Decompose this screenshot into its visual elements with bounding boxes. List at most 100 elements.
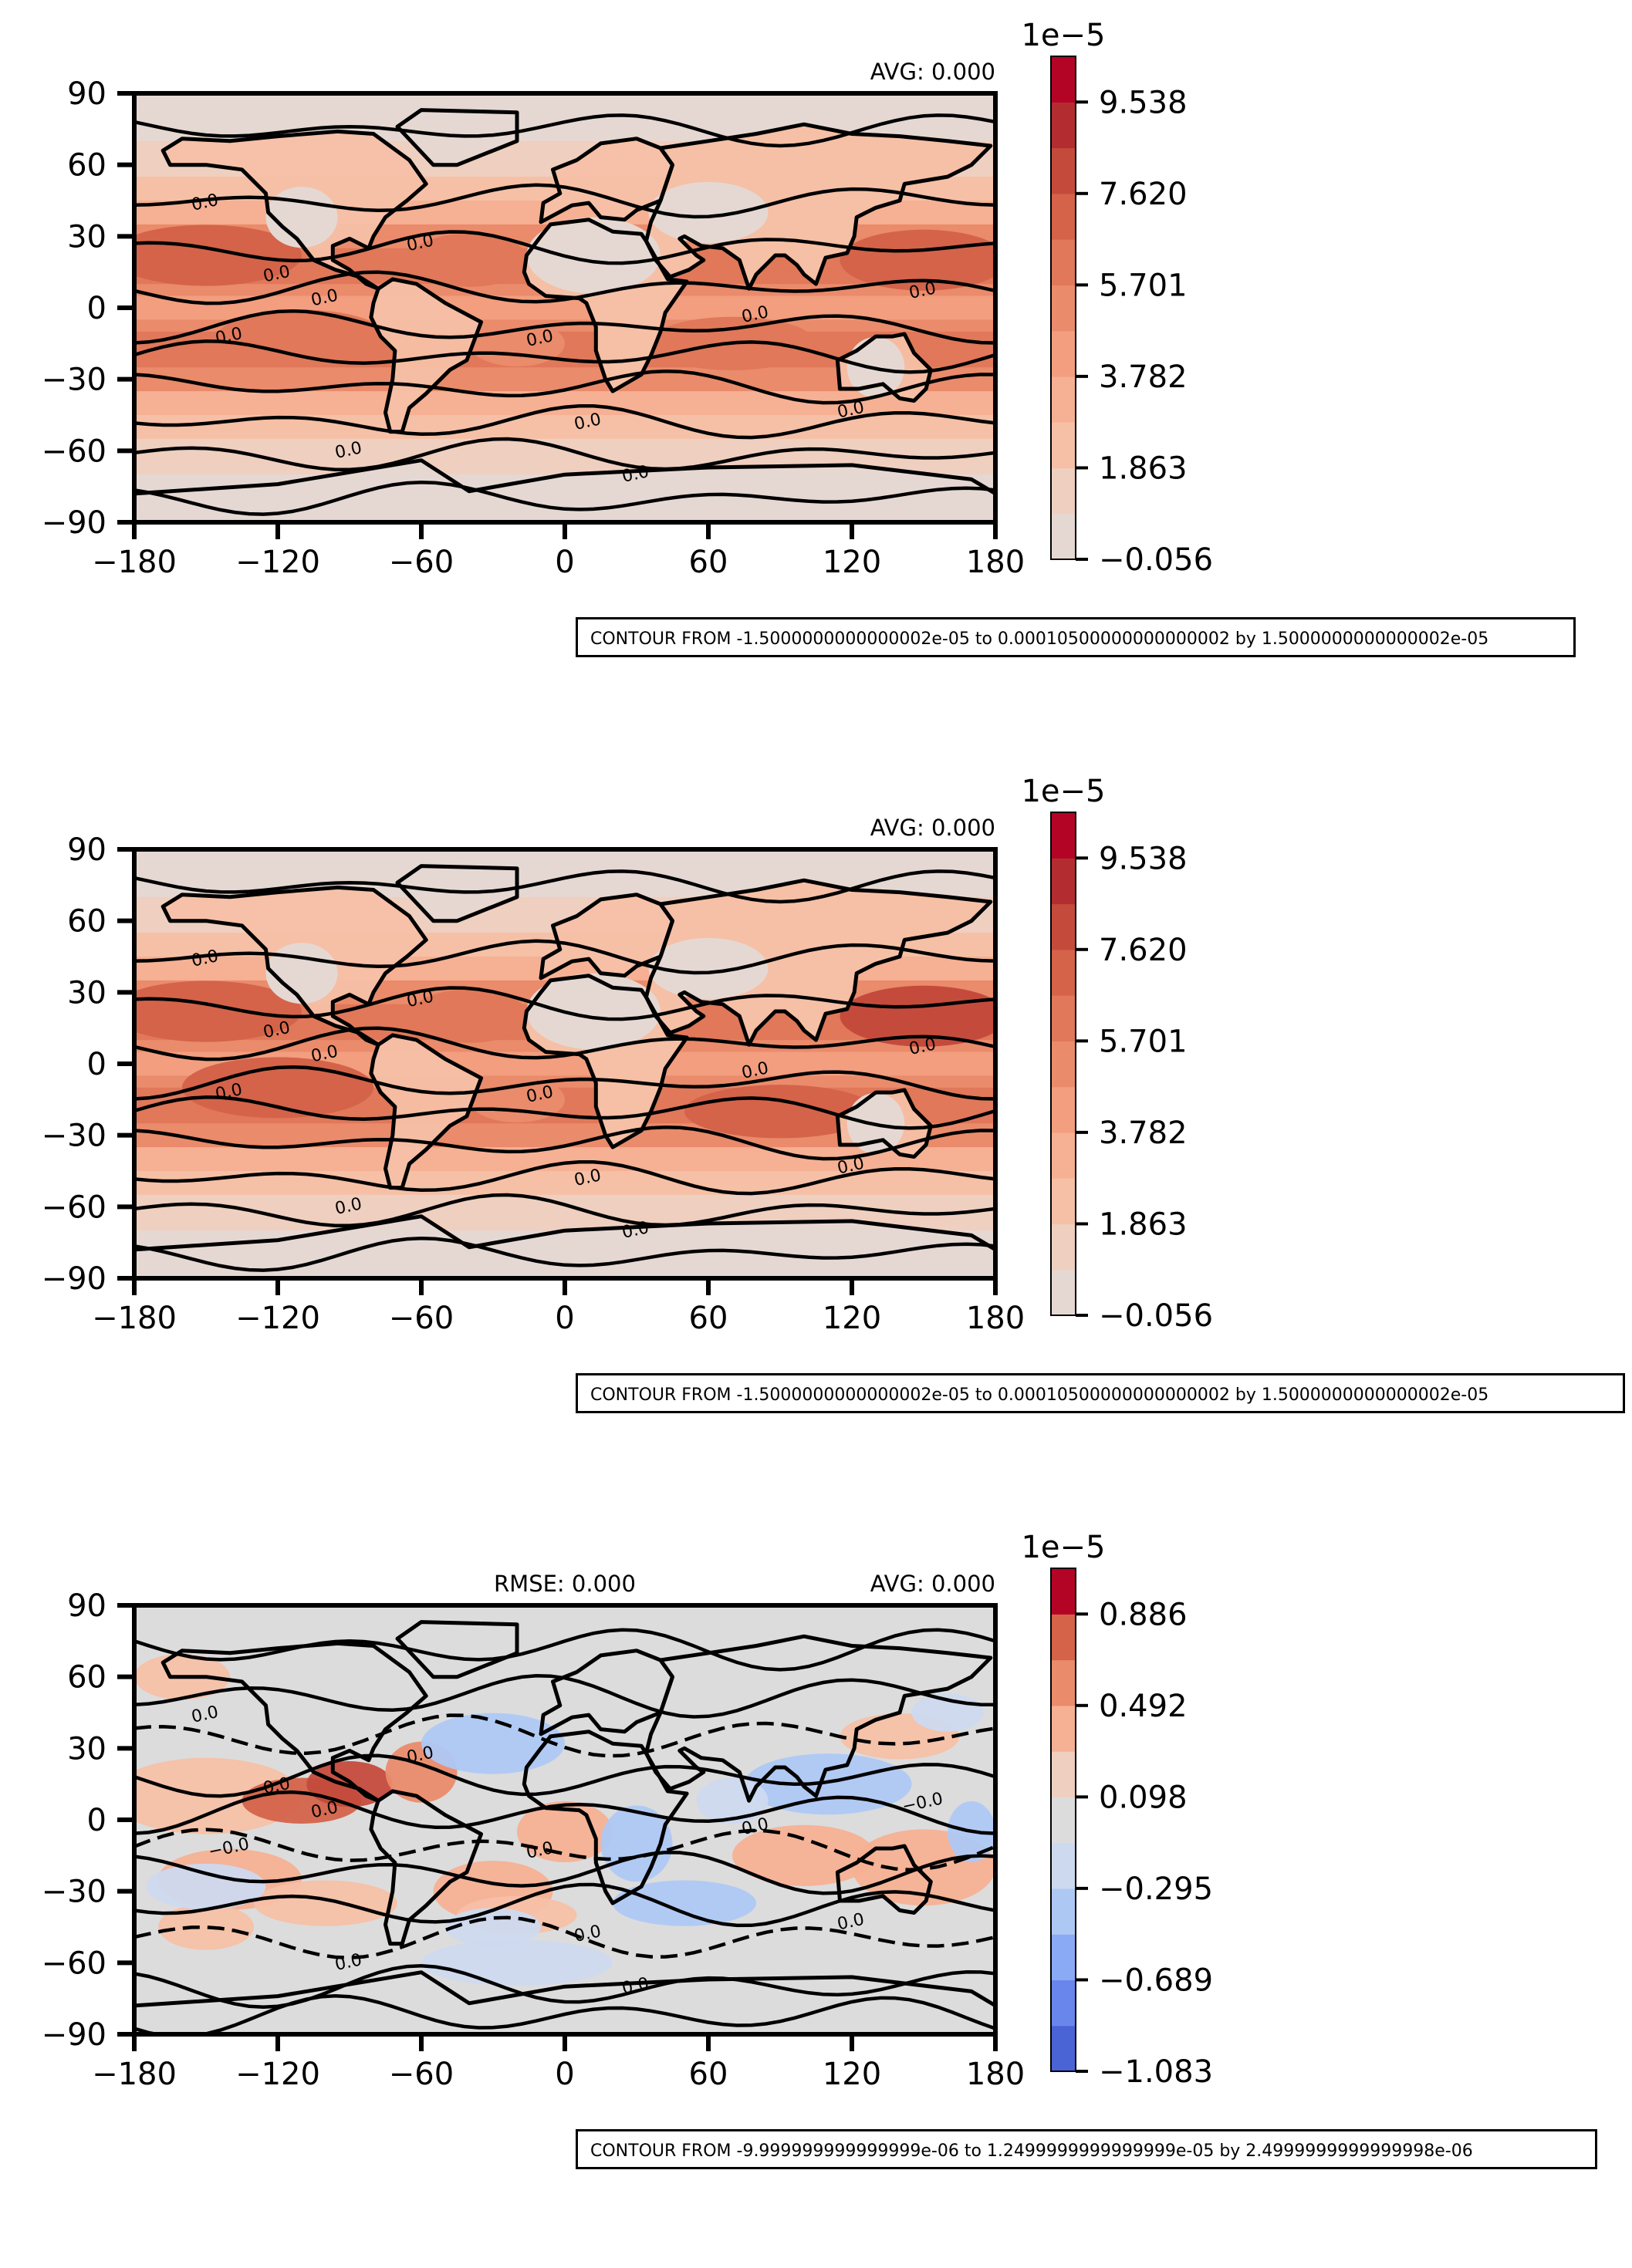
- colorbar-tick-label: 7.620: [1099, 177, 1188, 212]
- colorbar-tick-label: 5.701: [1099, 268, 1188, 303]
- colorbar-segment: [1051, 422, 1076, 469]
- coastline: [644, 878, 993, 1047]
- contour-info-box: CONTOUR FROM -9.999999999999999e-06 to 1…: [576, 2129, 1597, 2169]
- coastline: [134, 458, 995, 522]
- negative-anomaly: [445, 1908, 541, 1946]
- colorbar-segment: [1051, 1269, 1076, 1316]
- coastline: [395, 108, 519, 167]
- coastline: [522, 974, 689, 1149]
- colorbar-segment: [1051, 239, 1076, 285]
- dry-region: [648, 937, 769, 999]
- contour-line: [134, 481, 995, 516]
- colorbar-multiplier: 1e−5: [1021, 18, 1105, 53]
- y-tick-label: 30: [67, 975, 106, 1011]
- colorbar-segment: [1051, 1178, 1076, 1225]
- colorbar-segment: [1051, 1086, 1076, 1133]
- coastline: [835, 332, 933, 403]
- field-band: [134, 1159, 995, 1172]
- x-tick-label: 120: [823, 545, 881, 580]
- field-core: [840, 985, 995, 1047]
- contour-line: [134, 403, 995, 440]
- colorbar-segment: [1051, 903, 1076, 950]
- colorbar-segment: [1051, 102, 1076, 149]
- x-tick-label: −60: [389, 2057, 454, 2092]
- y-tick-label: −90: [42, 1261, 106, 1297]
- y-tick-label: −60: [42, 434, 106, 469]
- y-tick-label: 30: [67, 1731, 106, 1767]
- colorbar-frame: [1050, 812, 1076, 1316]
- colorbar-segment: [1051, 1659, 1076, 1706]
- colorbar-segment: [1051, 1751, 1076, 1797]
- colorbar-segment: [1051, 2025, 1076, 2072]
- colorbar-multiplier: 1e−5: [1021, 1530, 1105, 1565]
- field-band: [134, 1147, 995, 1160]
- contour-line: [134, 1882, 995, 1928]
- colorbar-tick-label: 1.863: [1099, 451, 1188, 486]
- contour-line: [134, 230, 995, 265]
- x-tick-label: 180: [966, 2057, 1025, 2092]
- coastline: [134, 1970, 995, 2034]
- contour-line: [134, 1851, 995, 1895]
- map-field: [134, 1605, 995, 2034]
- negative-anomaly: [421, 1713, 565, 1774]
- colorbar-segment: [1051, 1888, 1076, 1935]
- map-panel-middle: 0.0 0.0 0.0 0.0 0.0 0.0 0.0 0.0 0.0 0.0 0.0 0.0 −180…: [0, 756, 1632, 1512]
- x-tick-label: −180: [92, 545, 177, 580]
- x-tick-label: 120: [823, 2057, 881, 2092]
- field-band: [134, 1183, 995, 1196]
- contour-line: [134, 183, 995, 219]
- colorbar-segment: [1051, 1842, 1076, 1889]
- y-tick-label: 90: [67, 1588, 106, 1624]
- colorbar-tick-label: −0.056: [1099, 1298, 1213, 1334]
- dry-region: [648, 181, 769, 243]
- y-tick-label: −30: [42, 363, 106, 398]
- negative-anomaly: [696, 1777, 769, 1824]
- x-tick-label: 60: [689, 1301, 728, 1336]
- colorbar-segment: [1051, 285, 1076, 332]
- field-band: [134, 438, 995, 451]
- field-band: [134, 1051, 995, 1065]
- x-tick-label: 120: [823, 1301, 881, 1336]
- contour-line: [134, 869, 995, 904]
- colorbar-tick-label: 0.098: [1099, 1780, 1188, 1815]
- field-band: [134, 1207, 995, 1220]
- colorbar-tick-label: 0.492: [1099, 1689, 1188, 1724]
- colorbar-segment: [1051, 1568, 1076, 1615]
- colorbar-segment: [1051, 330, 1076, 377]
- field-core: [840, 229, 995, 291]
- land-eu: [541, 894, 673, 978]
- y-tick-label: −30: [42, 1875, 106, 1910]
- field-band: [134, 403, 995, 416]
- land-eu: [541, 138, 673, 222]
- land-sa: [370, 1034, 481, 1188]
- colorbar-frame: [1050, 1568, 1076, 2072]
- colorbar-tick-label: −0.689: [1099, 1963, 1213, 1998]
- y-tick-label: 90: [67, 832, 106, 868]
- x-tick-label: 60: [689, 2057, 728, 2092]
- dry-region: [526, 973, 661, 1050]
- field-band: [134, 427, 995, 440]
- colorbar-tick-label: −0.056: [1099, 542, 1213, 578]
- coastline: [369, 277, 483, 434]
- coastline: [644, 122, 993, 291]
- y-tick-label: 60: [67, 148, 106, 184]
- contour-line: [134, 1790, 995, 1835]
- map-panel-top: 0.0 0.0 0.0 0.0 0.0 0.0 0.0 0.0 0.0 0.0 0.0 0.0 −180…: [0, 0, 1632, 756]
- coastline: [522, 218, 689, 393]
- colorbar-tick-label: −0.295: [1099, 1871, 1213, 1907]
- contour-line: [134, 939, 995, 975]
- field-band: [134, 105, 995, 118]
- y-tick-label: −90: [42, 505, 106, 541]
- field-core: [218, 309, 386, 363]
- land-an: [134, 1216, 995, 1278]
- coastline: [522, 1730, 689, 1905]
- colorbar-segment: [1051, 812, 1076, 859]
- contour-line: [134, 113, 995, 148]
- colorbar-segment: [1051, 147, 1076, 194]
- colorbar-tick-label: 5.701: [1099, 1024, 1188, 1059]
- field-core: [409, 989, 529, 1043]
- contour-line: [134, 339, 995, 374]
- colorbar-tick-label: −1.083: [1099, 2054, 1213, 2090]
- y-tick-label: 60: [67, 904, 106, 940]
- colorbar-tick-label: 9.538: [1099, 841, 1188, 876]
